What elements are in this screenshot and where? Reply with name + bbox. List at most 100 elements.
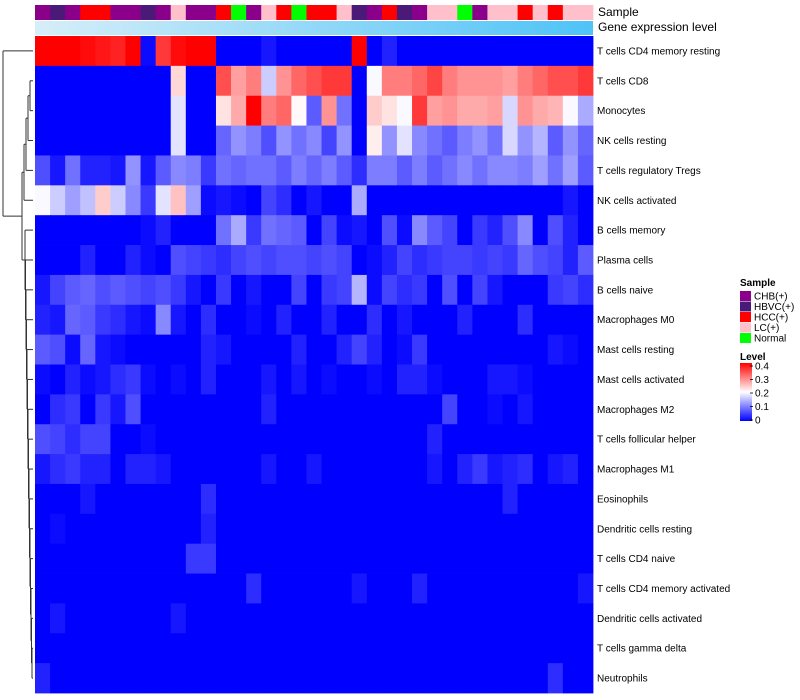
heatmap-cell <box>381 513 398 545</box>
heatmap-cell <box>291 424 307 455</box>
heatmap-cell <box>50 155 66 186</box>
heatmap-cell <box>502 65 518 97</box>
heatmap-cell <box>562 215 579 246</box>
heatmap-cell <box>517 513 534 545</box>
heatmap-cell <box>231 364 247 395</box>
level-legend-tick-label: 0.3 <box>755 375 769 386</box>
heatmap-cell <box>577 245 594 276</box>
heatmap-cell <box>65 215 81 246</box>
level-legend-tick-label: 0.2 <box>755 389 769 400</box>
heatmap-cell <box>140 603 157 634</box>
heatmap-cell <box>517 633 534 664</box>
heatmap-cell <box>185 483 202 515</box>
heatmap-cell <box>336 95 353 126</box>
heatmap-cell <box>170 483 187 515</box>
heatmap-cell <box>457 603 473 634</box>
heatmap-cell <box>502 663 518 694</box>
heatmap-cell <box>170 36 187 67</box>
heatmap-cell <box>381 36 398 67</box>
heatmap-cell <box>351 36 368 67</box>
row-label: B cells memory <box>597 226 665 237</box>
heatmap-cell <box>472 603 488 634</box>
heatmap-cell <box>472 454 488 485</box>
heatmap-cell <box>502 95 518 126</box>
heatmap-cell <box>457 274 473 306</box>
heatmap-cell <box>35 36 51 67</box>
heatmap-cell <box>517 573 534 604</box>
heatmap-cell <box>95 95 111 126</box>
heatmap-cell <box>261 334 277 365</box>
heatmap-cell <box>231 95 247 126</box>
heatmap-cell <box>185 155 202 186</box>
heatmap-cell <box>472 633 488 664</box>
row-label: T cells CD4 naive <box>597 554 676 565</box>
heatmap-cell <box>472 573 488 604</box>
heatmap-cell <box>472 185 488 216</box>
heatmap-cell <box>306 603 322 634</box>
heatmap-cell <box>321 633 338 664</box>
heatmap-cell <box>80 513 96 545</box>
heatmap-cell <box>155 36 172 67</box>
heatmap-cell <box>185 125 202 156</box>
heatmap-cell <box>442 95 458 126</box>
heatmap-cell <box>487 245 503 276</box>
heatmap-cell <box>457 543 473 574</box>
heatmap-cell <box>125 364 141 395</box>
heatmap-cell <box>396 36 413 67</box>
heatmap-cell <box>487 573 503 604</box>
heatmap-cell <box>276 95 292 126</box>
heatmap-cell <box>246 245 262 276</box>
heatmap-cell <box>562 274 579 306</box>
heatmap-cell <box>155 483 172 515</box>
heatmap-cell <box>80 215 96 246</box>
heatmap-cell <box>276 155 292 186</box>
heatmap-cell <box>215 185 232 216</box>
heatmap-cell <box>170 603 187 634</box>
heatmap-cell <box>366 304 383 336</box>
heatmap-cell <box>185 95 202 126</box>
heatmap-cell <box>336 215 353 246</box>
heatmap-cell <box>95 155 111 186</box>
heatmap-cell <box>532 543 549 574</box>
heatmap-cell <box>95 36 111 67</box>
heatmap-cell <box>231 274 247 306</box>
heatmap-cell <box>517 65 534 97</box>
heatmap-cell <box>427 36 443 67</box>
heatmap-cell <box>412 125 428 156</box>
heatmap-cell <box>427 155 443 186</box>
heatmap-cell <box>170 394 187 425</box>
heatmap-cell <box>35 483 51 515</box>
heatmap-cell <box>261 603 277 634</box>
heatmap-cell <box>50 36 66 67</box>
heatmap-cell <box>351 334 368 365</box>
heatmap-cell <box>155 543 172 574</box>
heatmap-cell <box>306 185 322 216</box>
heatmap-cell <box>562 185 579 216</box>
heatmap-cell <box>336 185 353 216</box>
heatmap-cell <box>366 543 383 574</box>
sample-legend-label: CHB(+) <box>754 292 788 303</box>
heatmap-cell <box>532 513 549 545</box>
heatmap-cell <box>351 364 368 395</box>
heatmap-cell <box>276 274 292 306</box>
row-label: T cells follicular helper <box>597 435 696 446</box>
heatmap-cell <box>396 663 413 694</box>
heatmap-cell <box>532 274 549 306</box>
heatmap-cell <box>185 185 202 216</box>
heatmap-cell <box>321 95 338 126</box>
heatmap-cell <box>155 215 172 246</box>
heatmap-cell <box>246 573 262 604</box>
heatmap-cell <box>562 543 579 574</box>
heatmap-cell <box>200 364 217 395</box>
sample-annotation-cell <box>547 5 564 20</box>
heatmap-cell <box>261 125 277 156</box>
heatmap-cell <box>200 663 217 694</box>
heatmap-cell <box>472 304 488 336</box>
heatmap-cell <box>291 454 307 485</box>
heatmap-cell <box>412 424 428 455</box>
heatmap-cell <box>200 603 217 634</box>
heatmap-cell <box>65 364 81 395</box>
heatmap-cell <box>577 454 594 485</box>
heatmap-cell <box>50 185 66 216</box>
sample-annotation-cell <box>396 5 413 20</box>
